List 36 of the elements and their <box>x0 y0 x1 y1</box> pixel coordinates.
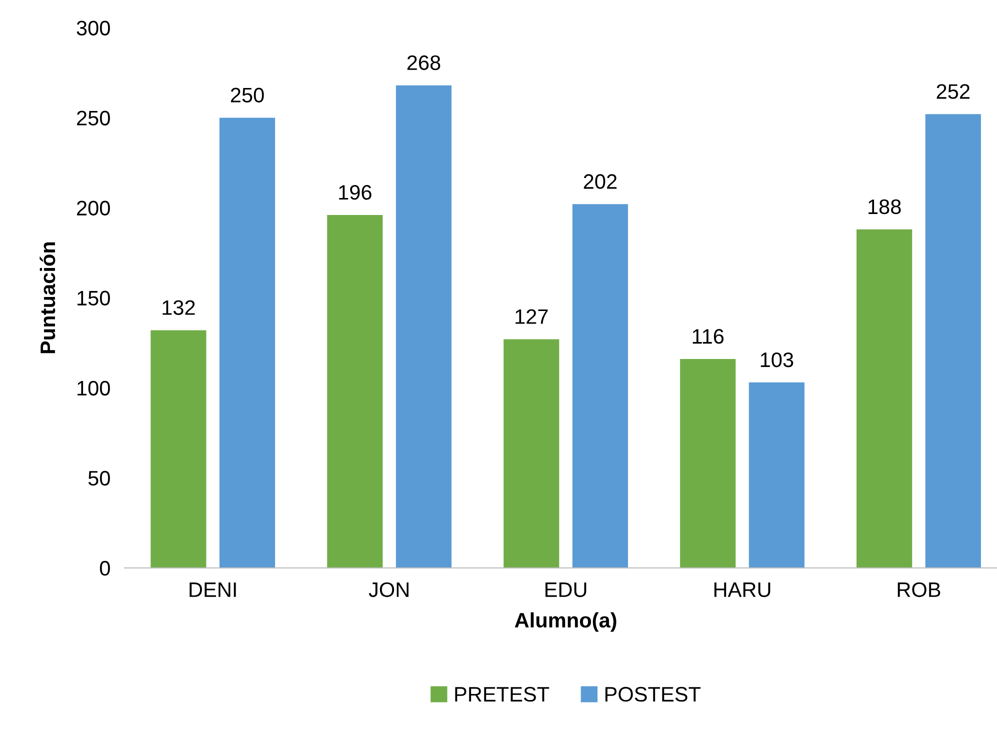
x-tick-label: JON <box>368 582 408 598</box>
y-tick-label: 100 <box>78 380 110 396</box>
y-tick-label: 50 <box>88 470 110 486</box>
data-label: 116 <box>692 329 724 344</box>
legend-label: PRETEST <box>455 686 550 702</box>
bar <box>504 339 560 568</box>
bar <box>396 85 452 568</box>
data-label: 127 <box>516 309 548 324</box>
y-tick-label: 150 <box>78 290 110 306</box>
bar <box>572 204 628 568</box>
x-tick-label: EDU <box>546 582 586 598</box>
y-tick-label: 250 <box>77 110 110 126</box>
y-tick-label: 200 <box>77 200 110 216</box>
bar <box>150 330 206 568</box>
y-tick-label: 0 <box>100 560 110 576</box>
bar <box>680 359 736 568</box>
y-tick-label: 300 <box>76 20 110 36</box>
data-label: 103 <box>760 352 794 368</box>
data-label: 202 <box>584 174 617 189</box>
bar <box>748 382 804 568</box>
data-label: 196 <box>339 184 372 200</box>
x-tick-label: HARU <box>714 582 770 598</box>
data-label: 252 <box>936 84 970 99</box>
data-label: 250 <box>230 88 264 103</box>
x-tick-label: ROB <box>898 582 940 598</box>
y-axis-title: Puntuación <box>40 242 56 354</box>
data-label: 268 <box>407 55 440 70</box>
data-label: 132 <box>162 300 195 315</box>
data-label: 188 <box>868 199 901 214</box>
bar <box>327 214 383 568</box>
x-tick-label: DENI <box>190 582 236 597</box>
bar <box>856 229 912 568</box>
x-axis-title: Alumno(a) <box>514 612 616 632</box>
bar <box>219 118 276 568</box>
legend-label: POSTEST <box>605 686 701 702</box>
bar <box>925 114 981 568</box>
